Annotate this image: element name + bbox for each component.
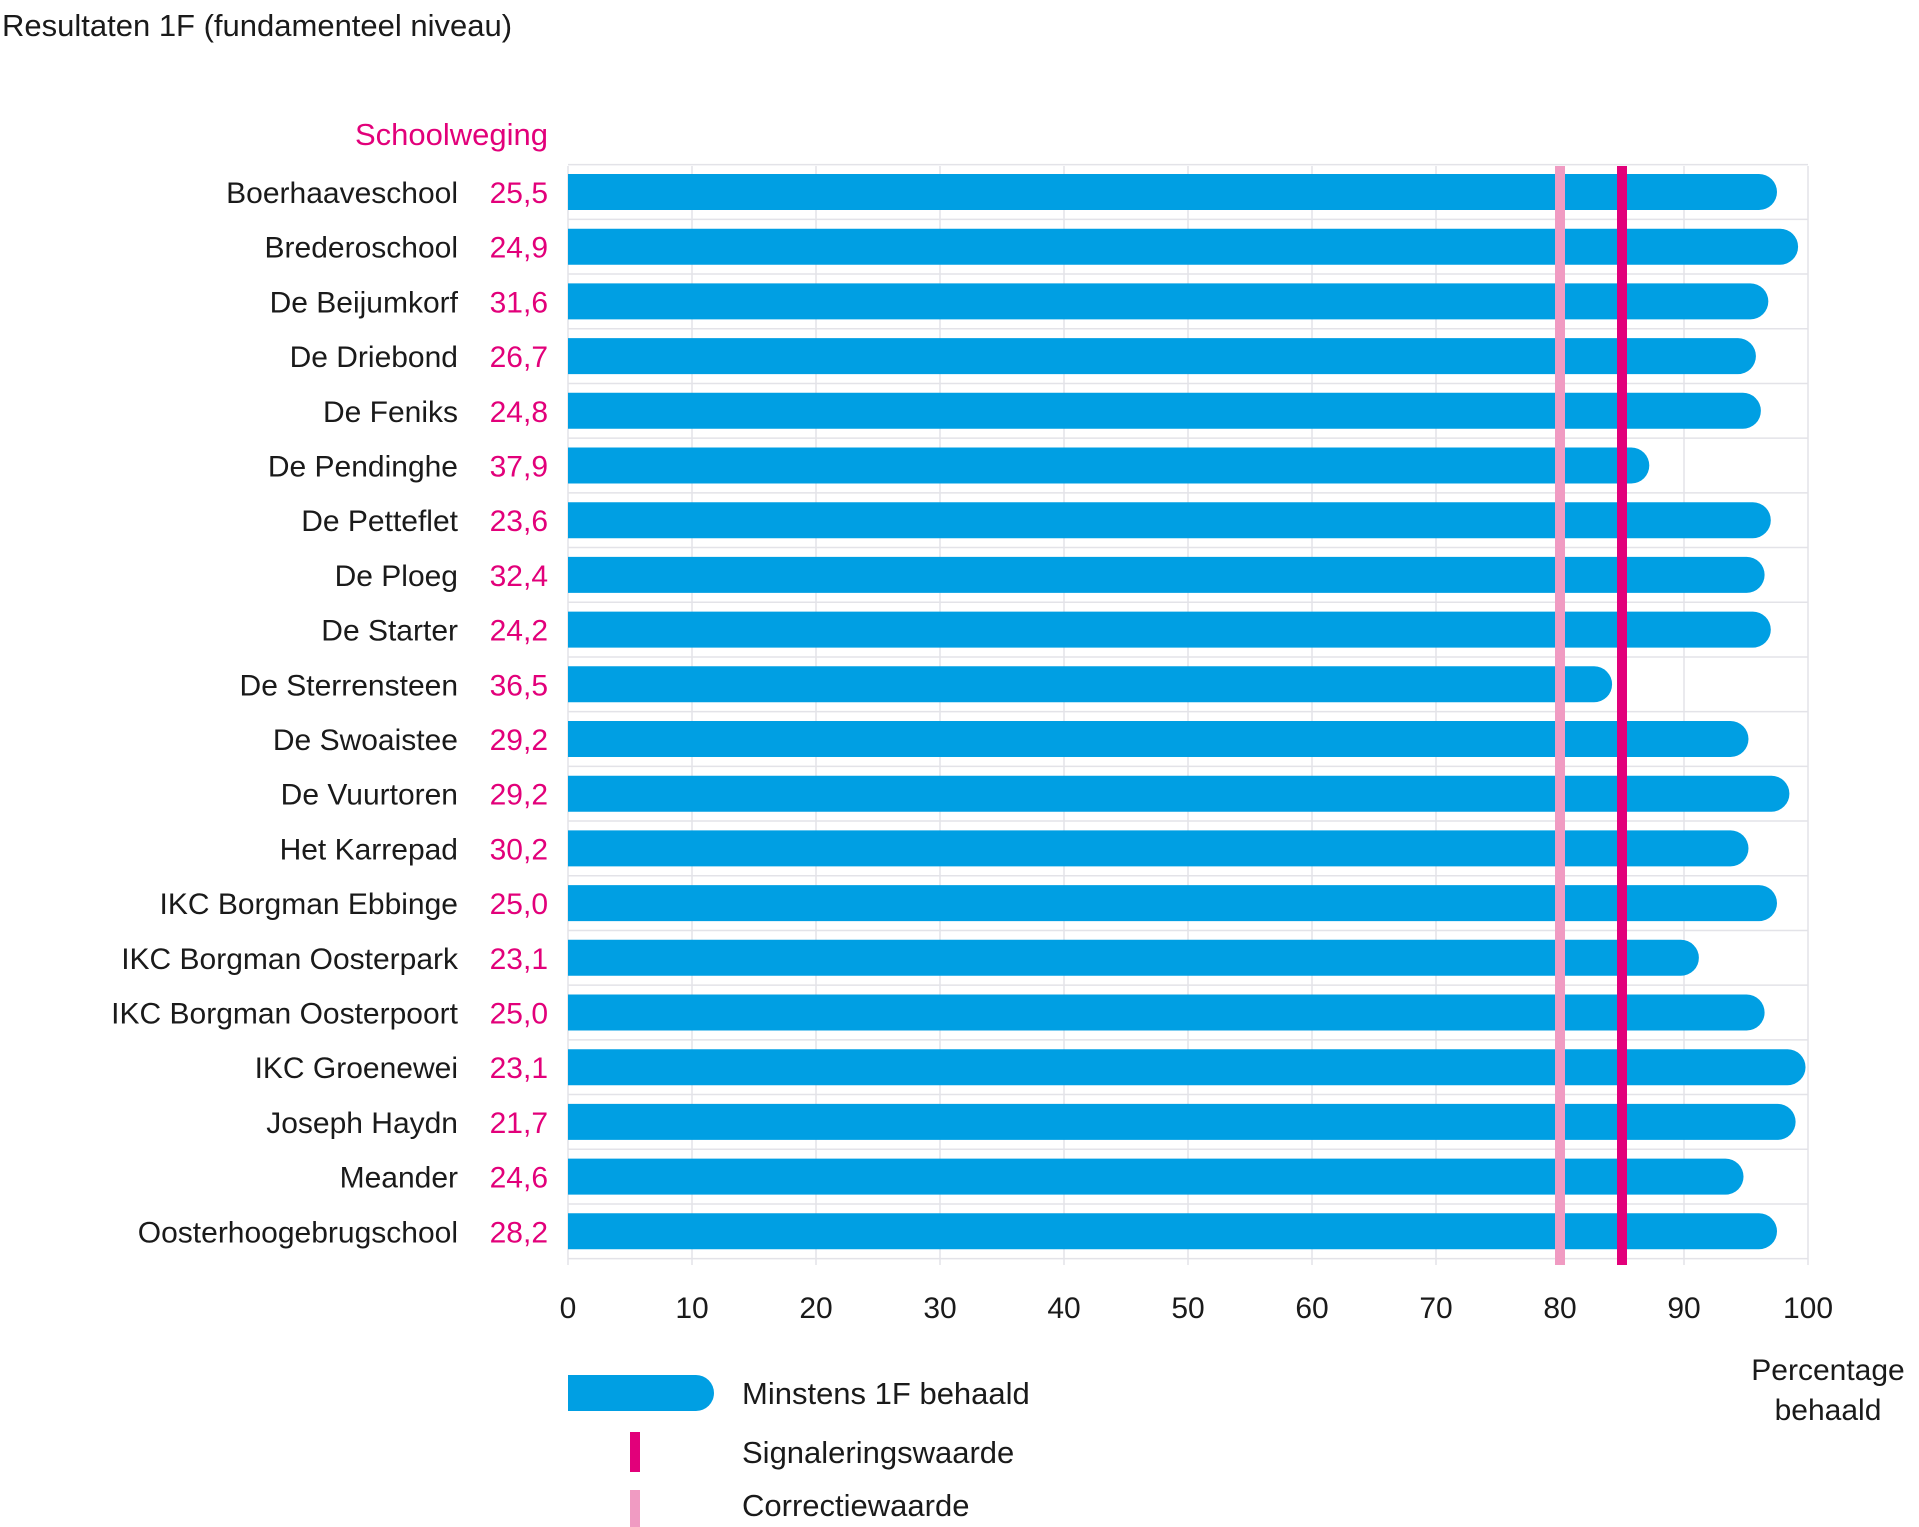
bars-layer xyxy=(568,174,1806,1250)
schoolweging-value: 24,9 xyxy=(490,232,548,265)
bar xyxy=(568,502,1771,539)
bar xyxy=(568,994,1765,1031)
x-tick-label: 30 xyxy=(923,1292,956,1325)
signaleringswaarde-line xyxy=(1617,166,1627,1265)
schoolweging-value: 37,9 xyxy=(490,451,548,484)
category-label: IKC Borgman Ebbinge xyxy=(159,888,458,921)
correctiewaarde-line xyxy=(1555,166,1565,1265)
legend-label: Signaleringswaarde xyxy=(742,1435,1014,1470)
bar xyxy=(568,721,1749,757)
schoolweging-value: 23,1 xyxy=(490,943,548,976)
x-axis-label-line1: Percentage xyxy=(1751,1354,1904,1387)
category-label: De Pendinghe xyxy=(268,451,458,484)
schoolweging-value: 29,2 xyxy=(490,779,548,812)
category-label: Brederoschool xyxy=(265,232,458,265)
schoolweging-value: 28,2 xyxy=(490,1216,548,1249)
bar xyxy=(568,1158,1744,1195)
bar xyxy=(568,556,1765,593)
legend-label: Correctiewaarde xyxy=(742,1488,969,1523)
category-label: De Sterrensteen xyxy=(240,669,458,702)
bar xyxy=(568,338,1756,375)
category-label: De Starter xyxy=(321,615,458,648)
schoolweging-value: 29,2 xyxy=(490,724,548,757)
bar xyxy=(568,939,1699,976)
legend: Minstens 1F behaald Signaleringswaarde Cor… xyxy=(568,1375,1030,1527)
bar xyxy=(568,174,1777,210)
bar xyxy=(568,1049,1806,1086)
x-tick-label: 100 xyxy=(1783,1292,1833,1325)
category-label: Oosterhoogebrugschool xyxy=(138,1216,458,1249)
schoolweging-value: 21,7 xyxy=(490,1107,548,1140)
bar xyxy=(568,1103,1796,1140)
legend-swatch-correctie xyxy=(630,1490,640,1527)
labels-layer: Schoolweging Boerhaaveschool 25,5 Brederosc… xyxy=(111,117,548,1249)
bar xyxy=(568,885,1777,922)
x-tick-label: 80 xyxy=(1543,1292,1576,1325)
bar xyxy=(568,1213,1777,1250)
schoolweging-header: Schoolweging xyxy=(355,117,548,152)
schoolweging-value: 23,6 xyxy=(490,505,548,538)
category-label: Meander xyxy=(340,1162,458,1195)
x-axis-label-line2: behaald xyxy=(1775,1394,1882,1427)
x-tick-label: 0 xyxy=(560,1292,577,1325)
legend-label: Minstens 1F behaald xyxy=(742,1376,1030,1411)
category-label: IKC Groenewei xyxy=(255,1052,458,1085)
x-tick-label: 70 xyxy=(1419,1292,1452,1325)
schoolweging-value: 36,5 xyxy=(490,669,548,702)
legend-swatch-signalering xyxy=(630,1432,640,1472)
schoolweging-value: 24,6 xyxy=(490,1162,548,1195)
bar xyxy=(568,611,1771,648)
category-label: Boerhaaveschool xyxy=(226,177,458,210)
schoolweging-value: 24,2 xyxy=(490,615,548,648)
schoolweging-value: 24,8 xyxy=(490,396,548,429)
category-label: IKC Borgman Oosterpark xyxy=(121,943,459,976)
schoolweging-value: 25,0 xyxy=(490,998,548,1031)
schoolweging-value: 23,1 xyxy=(490,1052,548,1085)
bar xyxy=(568,775,1790,812)
bar xyxy=(568,666,1613,703)
schoolweging-value: 25,0 xyxy=(490,888,548,921)
schoolweging-value: 25,5 xyxy=(490,177,548,210)
category-label: De Ploeg xyxy=(335,560,458,593)
x-tick-label: 50 xyxy=(1171,1292,1204,1325)
category-label: De Beijumkorf xyxy=(270,286,459,319)
category-label: IKC Borgman Oosterpoort xyxy=(111,998,458,1031)
category-label: De Feniks xyxy=(323,396,458,429)
reference-lines-layer xyxy=(1555,166,1627,1265)
bar xyxy=(568,392,1761,429)
bar xyxy=(568,228,1799,265)
x-tick-label: 60 xyxy=(1295,1292,1328,1325)
category-label: Het Karrepad xyxy=(280,833,458,866)
bar xyxy=(568,447,1650,484)
x-axis: 0 10 20 30 40 50 60 70 80 90 100 Percentage behaald xyxy=(560,1292,1905,1427)
x-tick-label: 10 xyxy=(675,1292,708,1325)
bar xyxy=(568,830,1749,867)
schoolweging-value: 26,7 xyxy=(490,341,548,374)
category-label: De Vuurtoren xyxy=(281,779,458,812)
category-label: Joseph Haydn xyxy=(266,1107,458,1140)
x-tick-label: 40 xyxy=(1047,1292,1080,1325)
category-label: De Petteflet xyxy=(301,505,458,538)
schoolweging-value: 32,4 xyxy=(490,560,548,593)
x-tick-label: 20 xyxy=(799,1292,832,1325)
bar xyxy=(568,283,1769,320)
category-label: De Swoaistee xyxy=(273,724,458,757)
x-tick-label: 90 xyxy=(1667,1292,1700,1325)
chart-title: Resultaten 1F (fundamenteel niveau) xyxy=(2,8,513,43)
schoolweging-value: 30,2 xyxy=(490,833,548,866)
schoolweging-value: 31,6 xyxy=(490,286,548,319)
category-label: De Driebond xyxy=(290,341,458,374)
legend-swatch-bar xyxy=(568,1375,714,1411)
